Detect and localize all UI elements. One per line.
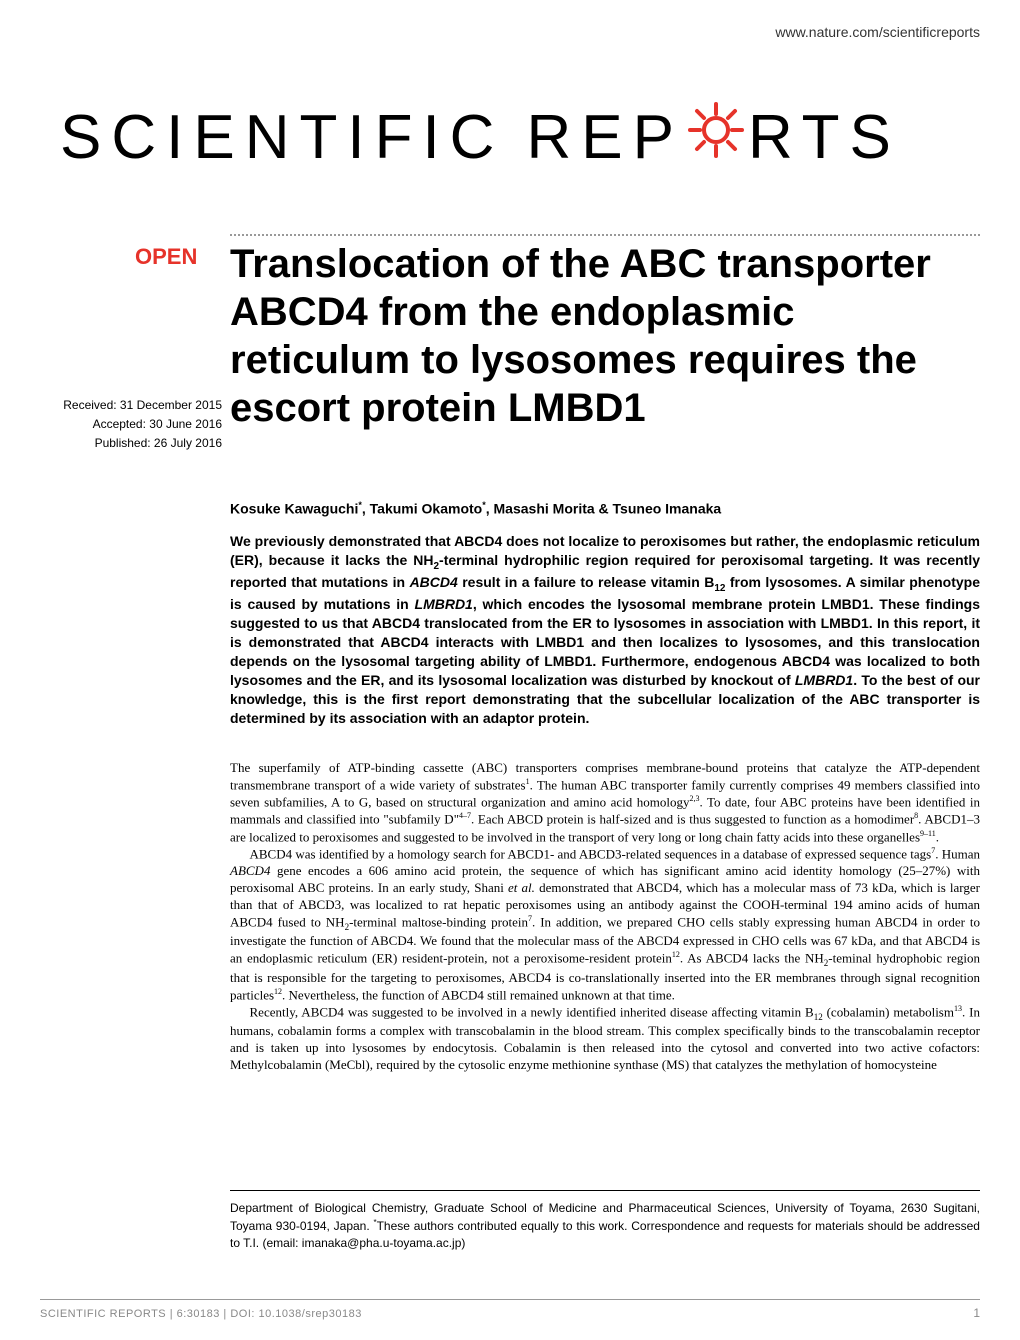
- logo-text-middle: REP: [526, 102, 683, 173]
- body-text: The superfamily of ATP-binding cassette …: [230, 760, 980, 1074]
- article-title: Translocation of the ABC transporter ABC…: [230, 240, 980, 432]
- body-paragraph: The superfamily of ATP-binding cassette …: [230, 760, 980, 846]
- journal-url[interactable]: www.nature.com/scientificreports: [775, 24, 980, 40]
- affiliation: Department of Biological Chemistry, Grad…: [230, 1200, 980, 1251]
- date-published: Published: 26 July 2016: [32, 434, 222, 453]
- article-dates: Received: 31 December 2015 Accepted: 30 …: [32, 396, 222, 454]
- footer-citation: SCIENTIFIC REPORTS | 6:30183 | DOI: 10.1…: [40, 1308, 362, 1320]
- footer-page-number: 1: [973, 1306, 980, 1320]
- divider-dotted: [230, 234, 980, 236]
- logo-text-right: RTS: [748, 102, 901, 173]
- affiliation-divider: [230, 1190, 980, 1191]
- journal-logo: SCIENTIFIC REP RTS: [60, 100, 980, 175]
- logo-text-left: SCIENTIFIC: [60, 102, 504, 173]
- abstract: We previously demonstrated that ABCD4 do…: [230, 532, 980, 728]
- gear-icon: [686, 100, 746, 175]
- body-paragraph: ABCD4 was identified by a homology searc…: [230, 846, 980, 1004]
- open-access-badge: OPEN: [135, 244, 197, 270]
- date-received: Received: 31 December 2015: [32, 396, 222, 415]
- footer-divider: [40, 1299, 980, 1300]
- date-accepted: Accepted: 30 June 2016: [32, 415, 222, 434]
- authors: Kosuke Kawaguchi*, Takumi Okamoto*, Masa…: [230, 500, 980, 517]
- body-paragraph: Recently, ABCD4 was suggested to be invo…: [230, 1004, 980, 1074]
